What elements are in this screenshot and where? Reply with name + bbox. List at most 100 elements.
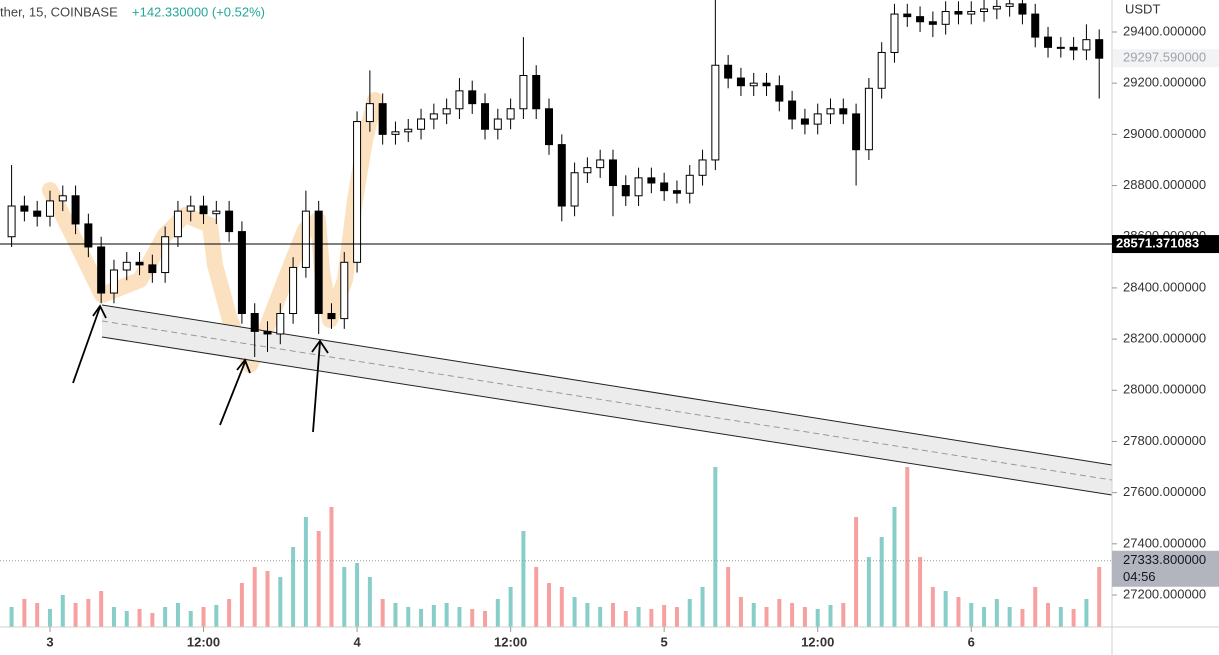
volume-bar — [1046, 603, 1051, 627]
candle-body — [941, 11, 950, 25]
candle-body — [980, 8, 989, 13]
candle-body — [481, 103, 490, 130]
candle-body — [724, 64, 733, 79]
current-price-box — [1112, 235, 1219, 254]
candle-body — [442, 108, 451, 115]
candle-body — [365, 103, 374, 123]
candle-body — [314, 210, 323, 315]
candle-body — [340, 261, 349, 320]
candle-body — [263, 330, 272, 335]
y-tick-label: 27800.000000 — [1123, 433, 1206, 448]
candle-body — [800, 118, 809, 125]
candle-body — [135, 261, 144, 266]
volume-bar — [380, 599, 385, 627]
volume-bar — [60, 595, 65, 627]
y-tick-label: 28000.000000 — [1123, 382, 1206, 397]
volume-bar — [163, 607, 168, 627]
x-tick-label: 3 — [46, 634, 53, 649]
volume-bar — [303, 517, 308, 627]
candle-body — [954, 11, 963, 15]
y-tick-label: 28400.000000 — [1123, 279, 1206, 294]
volume-bar — [943, 591, 948, 627]
volume-bar — [444, 603, 449, 627]
candle-body — [148, 264, 157, 274]
symbol: ther, 15, COINBASE — [0, 4, 118, 19]
arrow — [219, 361, 246, 426]
candle-body — [58, 195, 67, 202]
candle-body — [711, 64, 720, 161]
candle-body — [1018, 3, 1027, 15]
candle-body — [109, 269, 118, 294]
candle-body — [877, 51, 886, 89]
candle-body — [84, 223, 93, 248]
candle-body — [557, 144, 566, 207]
volume-price-box — [1112, 550, 1219, 587]
candle-body — [493, 118, 502, 130]
price-axis-bg — [1112, 0, 1219, 655]
candle-body — [71, 195, 80, 225]
candle-body — [647, 177, 656, 184]
volume-bar — [585, 603, 590, 627]
volume-bar — [828, 605, 833, 627]
volume-bar — [1020, 609, 1025, 627]
candle-body — [890, 13, 899, 53]
volume-bar — [150, 613, 155, 627]
volume-bar — [534, 567, 539, 627]
volume-bar — [393, 603, 398, 627]
arrow — [312, 341, 321, 433]
candle-body — [685, 174, 694, 194]
volume-bar — [1097, 567, 1102, 627]
channel-mid — [101, 320, 1113, 481]
volume-bar — [47, 609, 52, 627]
candle-body — [928, 21, 937, 25]
candle-body — [276, 313, 285, 335]
volume-bar — [1033, 587, 1038, 627]
volume-bar — [674, 607, 679, 627]
countdown: 04:56 — [1123, 569, 1156, 584]
volume-bar — [431, 605, 436, 627]
candle-body — [672, 190, 681, 194]
volume-bar — [355, 563, 360, 627]
price-change: +142.330000 (+0.52%) — [132, 4, 265, 19]
candle-body — [570, 172, 579, 207]
candle-body — [429, 113, 438, 120]
candle-body — [468, 90, 477, 105]
volume-bar — [111, 607, 116, 627]
volume-bar — [623, 611, 628, 627]
volume-bar — [291, 547, 296, 627]
candle-body — [583, 167, 592, 174]
volume-bar — [815, 609, 820, 627]
candle-body — [736, 77, 745, 87]
candle-body — [1069, 46, 1078, 51]
candle-body — [903, 13, 912, 18]
volume-bar — [764, 607, 769, 627]
volume-bar — [367, 577, 372, 627]
volume-bar — [278, 577, 283, 627]
last-price-label: 29297.590000 — [1123, 50, 1206, 65]
volume-bar — [35, 603, 40, 627]
candle-body — [378, 103, 387, 135]
candle-body — [660, 182, 669, 192]
candle-body — [20, 205, 29, 212]
candle-body — [199, 205, 208, 215]
arrow-head — [311, 339, 329, 354]
volume-bar — [969, 603, 974, 627]
arrow-head — [236, 358, 251, 374]
y-tick-label: 29400.000000 — [1123, 23, 1206, 38]
candle-body — [506, 108, 515, 120]
x-tick-label: 5 — [661, 634, 668, 649]
x-tick-label: 4 — [353, 634, 361, 649]
last-price-box — [1113, 49, 1219, 68]
volume-bar — [598, 607, 603, 627]
volume-bar — [483, 611, 488, 627]
volume-bar — [73, 603, 78, 627]
volume-bar — [201, 607, 206, 627]
volume-bar — [188, 611, 193, 627]
volume-bar — [572, 597, 577, 627]
volume-bar — [841, 603, 846, 627]
candle-body — [173, 210, 182, 238]
candle-body — [519, 74, 528, 110]
volume-bar — [802, 607, 807, 627]
candle-body — [839, 108, 848, 115]
